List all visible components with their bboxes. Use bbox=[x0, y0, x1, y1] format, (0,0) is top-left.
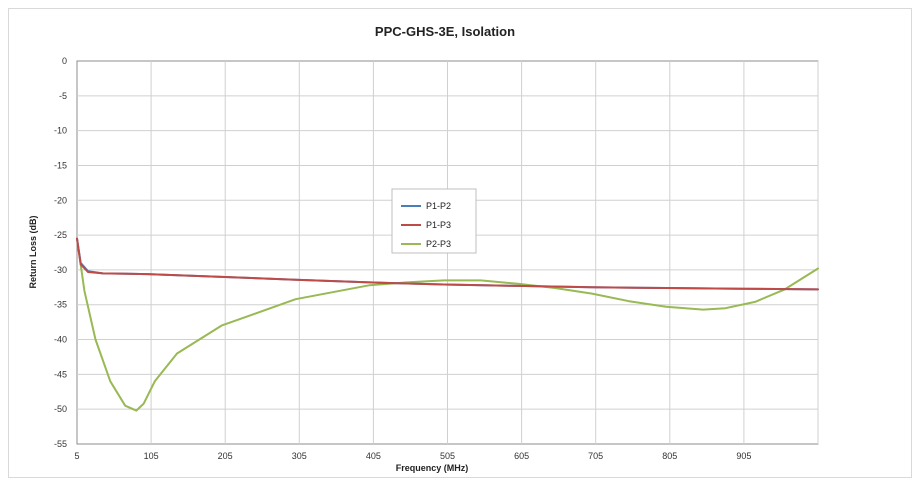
legend-box bbox=[391, 188, 477, 254]
series-line-p1-p3 bbox=[76, 237, 819, 291]
series-lines bbox=[76, 237, 819, 412]
y-tick-label: -30 bbox=[54, 265, 67, 275]
x-tick-label: 605 bbox=[514, 451, 529, 461]
x-tick-label: 305 bbox=[292, 451, 307, 461]
y-tick-label: -10 bbox=[54, 126, 67, 136]
legend-label: P2-P3 bbox=[426, 239, 451, 249]
y-tick-label: -35 bbox=[54, 300, 67, 310]
x-tick-label: 205 bbox=[218, 451, 233, 461]
x-tick-label: 505 bbox=[440, 451, 455, 461]
x-axis-title: Frequency (MHz) bbox=[396, 463, 469, 473]
y-axis-ticks: 0 -5 -10 -15 -20 -25 -30 -35 -40 -45 -50 -55 bbox=[54, 56, 67, 449]
y-tick-label: -25 bbox=[54, 230, 67, 240]
y-tick-label: -45 bbox=[54, 369, 67, 379]
x-axis-ticks: 5 105 205 305 405 505 605 705 805 905 bbox=[74, 451, 751, 461]
y-tick-label: -15 bbox=[54, 160, 67, 170]
chart-title: PPC-GHS-3E, Isolation bbox=[375, 24, 515, 39]
y-tick-label: -40 bbox=[54, 335, 67, 345]
grid-lines bbox=[77, 61, 819, 444]
chart-frame: PPC-GHS-3E, Isolation 5 105 205 305 405 505 60… bbox=[8, 8, 912, 478]
legend-label: P1-P2 bbox=[426, 201, 451, 211]
legend: P1-P2 P1-P3 P2-P3 bbox=[391, 188, 477, 254]
x-tick-label: 405 bbox=[366, 451, 381, 461]
x-tick-label: 805 bbox=[662, 451, 677, 461]
x-tick-label: 705 bbox=[588, 451, 603, 461]
x-tick-label: 5 bbox=[74, 451, 79, 461]
y-tick-label: -5 bbox=[59, 91, 67, 101]
legend-label: P1-P3 bbox=[426, 220, 451, 230]
y-tick-label: -50 bbox=[54, 404, 67, 414]
line-chart: PPC-GHS-3E, Isolation 5 105 205 305 405 505 60… bbox=[28, 24, 819, 473]
y-tick-label: -20 bbox=[54, 195, 67, 205]
series-line-p2-p3 bbox=[76, 237, 819, 412]
y-tick-label: -55 bbox=[54, 439, 67, 449]
y-tick-label: 0 bbox=[62, 56, 67, 66]
y-axis-title: Return Loss (dB) bbox=[28, 215, 38, 288]
x-tick-label: 905 bbox=[736, 451, 751, 461]
x-tick-label: 105 bbox=[144, 451, 159, 461]
